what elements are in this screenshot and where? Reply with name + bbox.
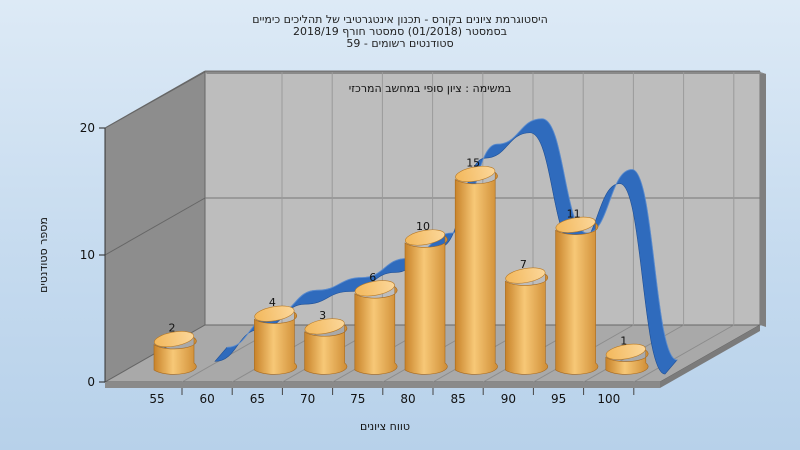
bar-top <box>555 216 596 233</box>
bar-body <box>404 235 448 375</box>
chart-title: היסטוגרמת ציונים בקורס - תכנון אינטגרטיב… <box>252 13 548 50</box>
data-label-80: 10 <box>416 220 430 233</box>
x-tick-label: 60 <box>200 392 215 406</box>
bar-body <box>254 311 298 375</box>
data-label-75: 6 <box>369 271 376 284</box>
y-axis-ticks: 0 10 20 <box>80 121 106 389</box>
x-tick-label: 70 <box>300 392 315 406</box>
bar-top <box>404 229 446 246</box>
x-tick-label: 90 <box>501 392 516 406</box>
x-tick-label: 100 <box>597 392 620 406</box>
bar-95 <box>555 216 599 375</box>
data-label-55: 2 <box>169 322 176 335</box>
y-tick-label: 0 <box>87 375 95 389</box>
bar-body <box>454 171 498 375</box>
x-axis-label: טווח ציונים <box>360 420 410 433</box>
bar-top <box>455 165 496 183</box>
bar-body <box>354 286 398 375</box>
floor-front-edge <box>105 382 660 388</box>
bar-55 <box>153 331 197 375</box>
data-label-65: 4 <box>269 296 276 309</box>
bar-body <box>304 324 348 375</box>
gridline-side <box>104 70 206 129</box>
y-tick-label: 20 <box>80 121 95 135</box>
bar-85 <box>454 165 498 375</box>
bar-top <box>354 280 395 297</box>
y-tick-label: 10 <box>80 248 95 262</box>
x-tick-label: 85 <box>451 392 466 406</box>
x-tick-label: 80 <box>400 392 415 406</box>
bar-70 <box>304 318 348 375</box>
data-label-100: 1 <box>620 334 627 347</box>
data-label-90: 7 <box>520 258 527 271</box>
x-tick-label: 95 <box>551 392 566 406</box>
gridline-floor <box>633 324 735 383</box>
chart-subtitle: במשימה : ציון סופי במחשב המרכזי <box>349 82 512 95</box>
bar-body <box>555 222 599 375</box>
data-label-70: 3 <box>319 309 326 322</box>
bar-80 <box>404 229 448 375</box>
y-axis-label: מספר סטודנטים <box>37 217 50 293</box>
x-tick-label: 65 <box>250 392 265 406</box>
data-label-85: 15 <box>466 157 480 170</box>
bar-body <box>505 273 549 375</box>
bar-top <box>505 267 546 284</box>
x-tick-label: 55 <box>149 392 164 406</box>
bar-body <box>605 349 649 375</box>
x-tick-label: 75 <box>350 392 365 406</box>
title-line-1: היסטוגרמת ציונים בקורס - תכנון אינטגרטיב… <box>252 13 548 26</box>
x-axis-ticks: 55 60 65 70 75 80 85 90 95 100 <box>149 388 635 406</box>
bar-top <box>254 305 295 322</box>
floor-right-edge <box>660 325 760 388</box>
data-label-95: 11 <box>567 207 581 220</box>
bar-100 <box>605 343 649 375</box>
title-line-2: בסמסטר (01/2018) סמסטר חורף 2018/19 <box>293 25 507 38</box>
bar-90 <box>505 267 549 375</box>
back-wall-top-edge <box>205 72 766 74</box>
gridline-side <box>104 197 206 256</box>
bars <box>153 165 649 375</box>
bar-top <box>153 331 195 348</box>
bar-65 <box>254 305 298 375</box>
bar-top <box>304 318 345 335</box>
bar-body <box>153 337 197 375</box>
title-line-3: סטודנטים רשומים - 59 <box>346 37 453 50</box>
bar-top <box>605 343 646 360</box>
bar-75 <box>354 280 398 375</box>
back-wall-right-edge <box>760 72 766 327</box>
